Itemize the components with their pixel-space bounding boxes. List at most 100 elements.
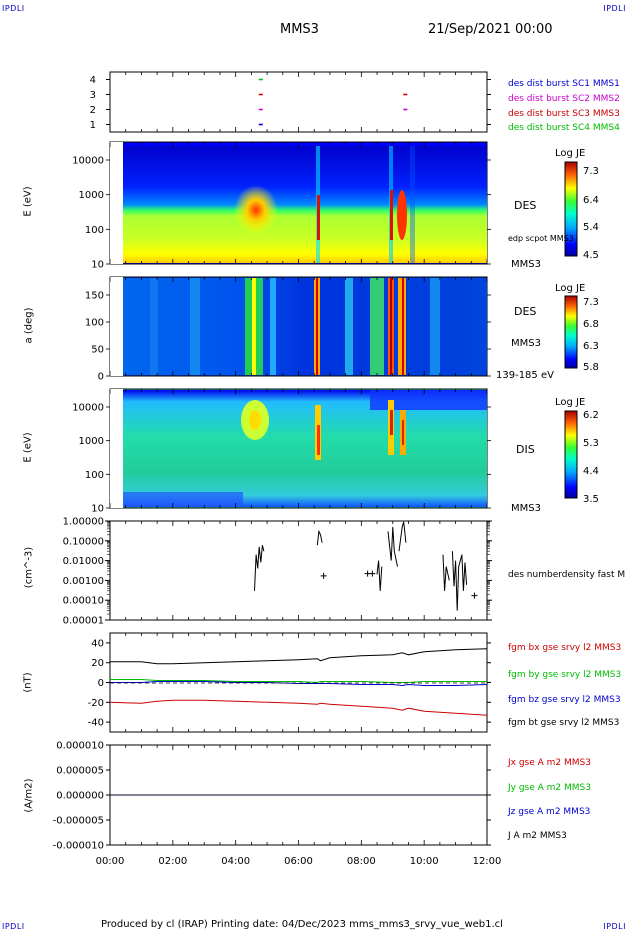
des-pitch-cb-tick-1: 6.8	[583, 319, 599, 330]
current-y-tick-label: 0.000005	[56, 766, 104, 777]
des-pitch-colorbar	[564, 295, 578, 369]
datetime-title: 21/Sep/2021 00:00	[428, 22, 553, 37]
density-line-segment	[316, 529, 323, 546]
fgm-ylabel: (nT)	[22, 672, 34, 693]
des-pitch-cb-tick-3: 5.8	[583, 362, 599, 373]
dis-energy-cb-tick-0: 6.2	[583, 410, 599, 421]
x-tick-label: 12:00	[473, 856, 502, 867]
burst-legend-mms4: des dist burst SC4 MMS4	[508, 123, 620, 133]
burst-y-tick-label: 1	[90, 120, 96, 131]
dis-energy-spectrogram	[110, 389, 487, 508]
dis-energy-spacecraft: MMS3	[511, 503, 541, 514]
fgm-series-line	[110, 681, 488, 687]
current-y-tick-label: -0.000005	[53, 816, 104, 827]
des-pitch-energy-range: 139-185 eV	[496, 370, 554, 381]
des-pitch-cb-tick-2: 6.3	[583, 341, 599, 352]
density-line-segment	[398, 521, 407, 552]
corner-label-bottom-right: IPDLI	[603, 922, 626, 931]
x-tick-label: 10:00	[410, 856, 439, 867]
burst-mark	[258, 108, 263, 111]
dis-energy-instrument: DIS	[516, 443, 535, 456]
des-pitch-spacecraft: MMS3	[511, 338, 541, 349]
burst-mark	[403, 108, 408, 111]
des-energy-cb-tick-1: 6.4	[583, 195, 599, 206]
des-pitch-instrument: DES	[514, 305, 537, 318]
burst-y-tick-label: 2	[90, 105, 96, 116]
dis-energy-y-tick-label: 100	[85, 470, 104, 481]
fgm-y-tick-label: 0	[98, 678, 104, 689]
burst-y-tick-label: 3	[90, 90, 96, 101]
density-line-segment	[376, 560, 383, 591]
density-ylabel: (cm^-3)	[23, 546, 35, 589]
dis-energy-colorbar	[564, 410, 578, 499]
des-energy-y-tick-label: 10000	[72, 156, 104, 167]
corner-label-top-left: IPDLI	[2, 4, 25, 13]
des-energy-colorbar	[564, 161, 578, 257]
des-energy-y-tick-label: 100	[85, 225, 104, 236]
des-pitch-spectrogram	[110, 277, 487, 376]
fgm-legend-by: fgm by gse srvy l2 MMS3	[508, 670, 622, 680]
x-tick-label: 08:00	[347, 856, 376, 867]
current-y-tick-label: 0.000000	[56, 791, 104, 802]
density-y-tick-label: 0.01000	[63, 556, 104, 567]
fgm-y-tick-label: 20	[91, 658, 104, 669]
des-energy-instrument: DES	[514, 199, 537, 212]
des-pitch-cb-title: Log JE	[555, 283, 586, 294]
burst-mark	[258, 78, 263, 81]
density-marker	[369, 570, 376, 577]
current-ylabel: (A/m2)	[23, 778, 35, 813]
marks-layer	[109, 78, 488, 796]
burst-mark	[258, 123, 263, 126]
x-tick-label: 00:00	[96, 856, 125, 867]
des-pitch-y-tick-label: 50	[91, 345, 104, 356]
x-tick-label: 04:00	[221, 856, 250, 867]
des-energy-cb-tick-2: 5.4	[583, 222, 599, 233]
density-line-segment	[442, 554, 450, 591]
dis-energy-y-tick-label: 10	[91, 504, 104, 515]
corner-label-top-right: IPDLI	[603, 4, 626, 13]
density-line-segment	[451, 551, 468, 611]
burst-legend-mms3: des dist burst SC3 MMS3	[508, 109, 620, 119]
corner-label-bottom-left: IPDLI	[2, 922, 25, 931]
footer-credit: Produced by cl (IRAP) Printing date: 04/…	[101, 919, 503, 930]
fgm-legend-bz: fgm bz gse srvy l2 MMS3	[508, 695, 621, 705]
density-marker	[320, 572, 327, 579]
axes-layer: 00:00 02:00 04:00 06:00 08:00 10:00 12:00 1 2 3 4 1…	[53, 72, 502, 867]
current-legend-j: J A m2 MMS3	[508, 831, 567, 841]
fgm-y-tick-label: 40	[91, 638, 104, 649]
x-tick-label: 06:00	[284, 856, 313, 867]
fgm-series-line	[109, 699, 488, 716]
density-line-segment	[387, 526, 398, 567]
dis-energy-y-tick-label: 1000	[79, 436, 104, 447]
current-y-tick-label: -0.000010	[53, 841, 104, 852]
fgm-legend-bt: fgm bt gse srvy l2 MMS3	[508, 718, 620, 728]
dis-energy-cb-tick-2: 4.4	[583, 466, 599, 477]
des-pitch-y-tick-label: 150	[85, 291, 104, 302]
dis-energy-y-tick-label: 10000	[72, 403, 104, 414]
density-line-segment	[254, 545, 265, 591]
density-y-tick-label: 0.00100	[63, 576, 104, 587]
density-legend: des numberdensity fast M	[508, 570, 626, 580]
burst-mark	[403, 93, 408, 96]
des-pitch-ylabel: a (deg)	[23, 307, 35, 344]
burst-y-tick-label: 4	[90, 75, 96, 86]
dis-energy-cb-tick-1: 5.3	[583, 438, 599, 449]
spacecraft-title: MMS3	[280, 22, 319, 37]
current-legend-jx: Jx gse A m2 MMS3	[508, 758, 591, 768]
des-energy-y-tick-label: 10	[91, 260, 104, 271]
burst-legend-mms2: des dist burst SC2 MMS2	[508, 94, 620, 104]
burst-mark	[258, 93, 263, 96]
des-energy-ylabel: E (eV)	[22, 186, 34, 217]
des-energy-y-tick-label: 1000	[79, 190, 104, 201]
des-pitch-cb-tick-0: 7.3	[583, 297, 599, 308]
fgm-y-tick-label: -20	[88, 698, 104, 709]
density-marker	[471, 592, 478, 599]
density-y-tick-label: 0.00001	[63, 616, 104, 627]
current-legend-jz: Jz gse A m2 MMS3	[508, 807, 591, 817]
density-panel-frame	[109, 520, 488, 621]
des-energy-overlay: edp scpot MMS3	[508, 234, 574, 243]
burst-legend-mms1: des dist burst SC1 MMS1	[508, 79, 620, 89]
des-energy-cb-tick-0: 7.3	[583, 166, 599, 177]
fgm-legend-bx: fgm bx gse srvy l2 MMS3	[508, 643, 622, 653]
fgm-y-tick-label: -40	[88, 718, 104, 729]
